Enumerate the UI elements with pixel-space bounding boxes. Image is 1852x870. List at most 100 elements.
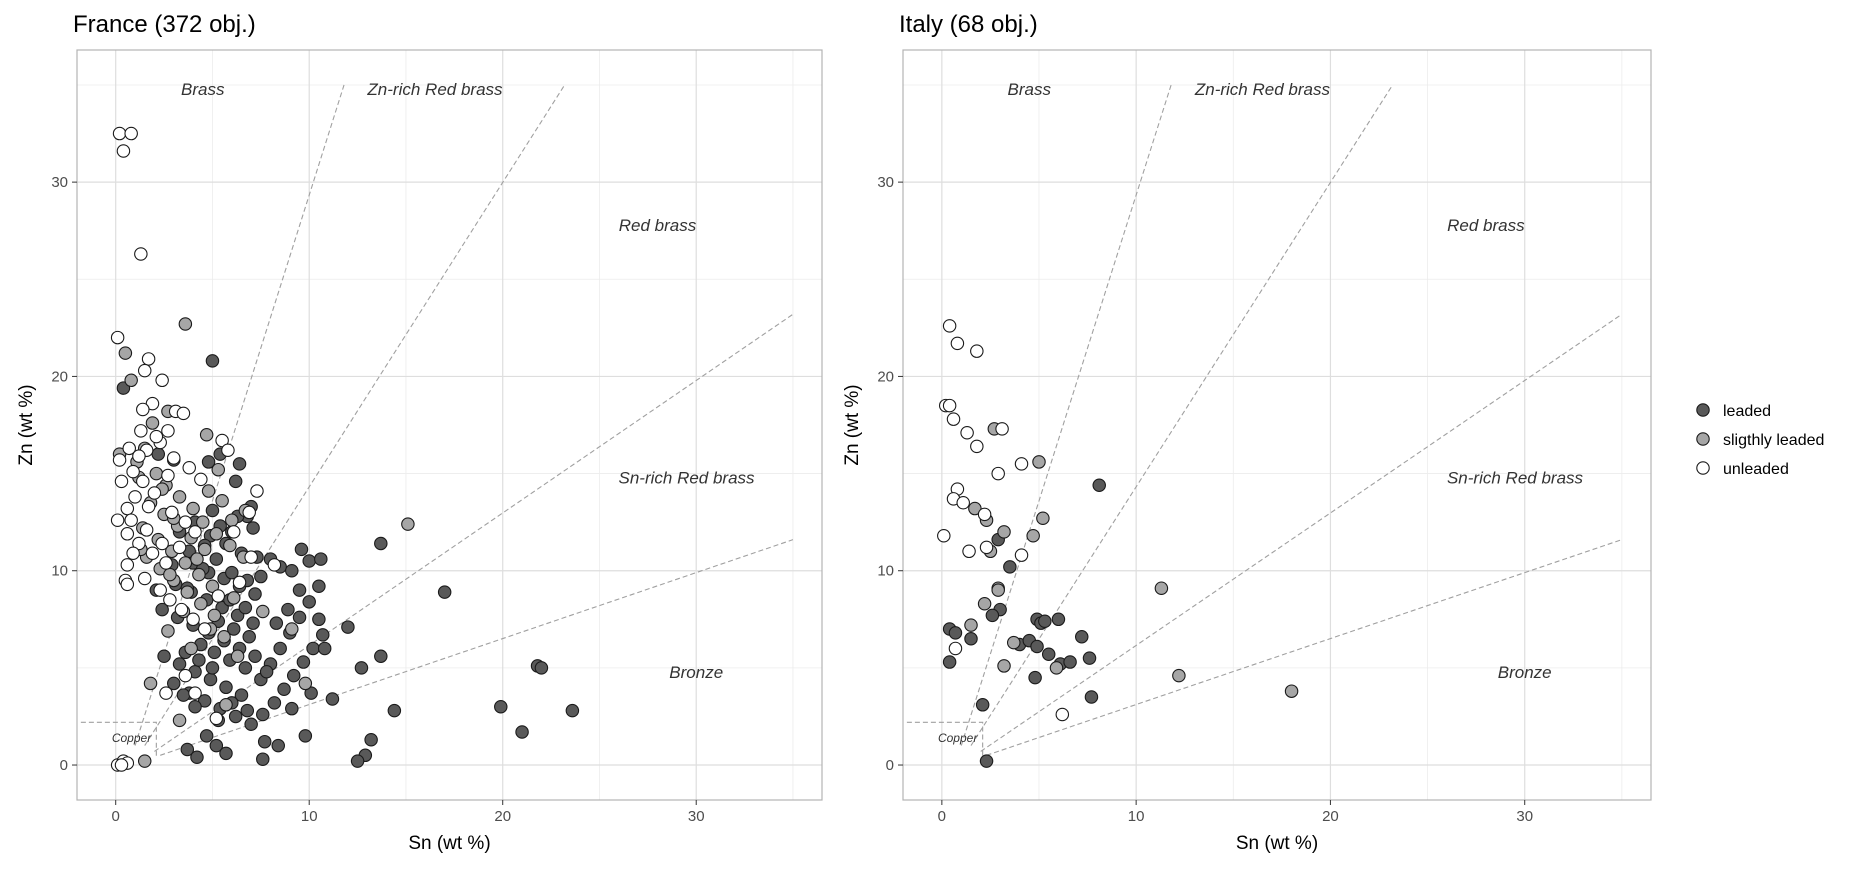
data-point xyxy=(1026,529,1040,543)
region-divider-line xyxy=(970,84,1394,746)
chart-panel-1: Brass Zn-rich Red brass Red brass Sn-rich R… xyxy=(842,11,1652,854)
data-point xyxy=(155,602,169,617)
data-point xyxy=(1154,581,1169,595)
region-label: Zn-rich Red brass xyxy=(1194,80,1331,99)
data-point xyxy=(205,661,220,675)
y-tick-label: 10 xyxy=(51,563,68,580)
data-point xyxy=(437,585,452,599)
data-point xyxy=(312,579,326,594)
data-point xyxy=(256,752,270,766)
y-tick-label: 10 xyxy=(877,563,894,580)
data-point xyxy=(1014,457,1029,471)
data-point xyxy=(143,676,158,691)
data-point xyxy=(970,344,984,358)
data-point xyxy=(136,474,150,489)
region-label: Zn-rich Red brass xyxy=(366,80,503,99)
data-point xyxy=(194,597,208,611)
data-point xyxy=(163,593,177,607)
data-point xyxy=(1036,511,1050,526)
data-point xyxy=(167,451,181,465)
data-point xyxy=(147,486,162,500)
data-point xyxy=(209,738,224,753)
data-point xyxy=(997,659,1011,673)
data-point xyxy=(1006,635,1021,650)
x-tick-label: 0 xyxy=(938,808,946,825)
y-tick-label: 30 xyxy=(877,174,894,191)
data-point xyxy=(1063,655,1077,669)
data-point xyxy=(192,653,206,667)
data-point xyxy=(230,649,245,663)
legend-label: sligthly leaded xyxy=(1723,432,1824,449)
data-point xyxy=(1284,684,1299,698)
region-divider-line xyxy=(986,539,1623,756)
data-point xyxy=(1030,639,1044,654)
x-tick-label: 30 xyxy=(1516,808,1533,825)
region-dividers xyxy=(906,84,1623,758)
data-point xyxy=(1055,707,1070,722)
data-point xyxy=(226,591,241,605)
region-divider-line xyxy=(960,84,1172,746)
data-point xyxy=(269,616,284,630)
data-point xyxy=(157,649,171,663)
panel-title: France (372 obj.) xyxy=(73,11,256,38)
copper-label: Copper xyxy=(112,731,152,745)
data-point xyxy=(132,536,146,551)
data-point xyxy=(248,649,262,663)
data-point xyxy=(1051,612,1066,627)
data-point xyxy=(165,505,179,520)
x-tick-label: 10 xyxy=(1128,808,1145,825)
data-point xyxy=(159,686,173,700)
data-point xyxy=(161,468,175,483)
data-point xyxy=(120,527,135,541)
data-point xyxy=(977,507,992,522)
panel-title: Italy (68 obj.) xyxy=(899,11,1038,38)
data-point xyxy=(226,622,241,636)
data-point xyxy=(244,717,258,731)
y-tick-label: 20 xyxy=(51,368,68,385)
data-point xyxy=(182,460,196,475)
data-point xyxy=(238,661,253,675)
series-sligthly-leaded xyxy=(964,422,1299,698)
data-point xyxy=(178,668,193,683)
region-label: Sn-rich Red brass xyxy=(619,468,756,487)
region-label: Red brass xyxy=(1447,216,1525,235)
data-point xyxy=(970,439,984,454)
data-point xyxy=(205,503,220,518)
data-point xyxy=(1003,560,1017,574)
data-point xyxy=(207,608,222,623)
data-point xyxy=(188,699,202,714)
data-point xyxy=(134,247,148,261)
legend-swatch xyxy=(1696,432,1710,446)
data-point xyxy=(292,610,307,625)
x-tick-label: 30 xyxy=(688,808,705,825)
data-point xyxy=(184,641,198,656)
data-point xyxy=(302,554,316,568)
copper-label: Copper xyxy=(938,731,978,745)
data-point xyxy=(1014,548,1029,562)
data-point xyxy=(1084,690,1099,704)
data-point xyxy=(145,396,160,411)
data-point xyxy=(257,734,272,749)
data-point xyxy=(304,686,318,700)
data-point xyxy=(172,713,187,728)
data-point xyxy=(120,501,135,516)
data-point xyxy=(176,688,191,702)
data-point xyxy=(285,563,299,578)
x-tick-label: 20 xyxy=(494,808,511,825)
data-point xyxy=(1082,651,1097,665)
data-point xyxy=(302,595,316,609)
y-tick-label: 30 xyxy=(51,174,68,191)
data-point xyxy=(317,641,332,656)
data-point xyxy=(122,441,136,456)
data-point xyxy=(219,746,233,761)
data-point xyxy=(246,616,260,630)
data-point xyxy=(254,569,268,584)
data-point xyxy=(977,597,992,611)
data-point xyxy=(178,556,193,570)
data-point xyxy=(267,558,282,572)
data-point xyxy=(207,645,222,660)
data-point xyxy=(950,336,965,351)
data-point xyxy=(979,754,994,768)
data-point xyxy=(277,682,291,696)
